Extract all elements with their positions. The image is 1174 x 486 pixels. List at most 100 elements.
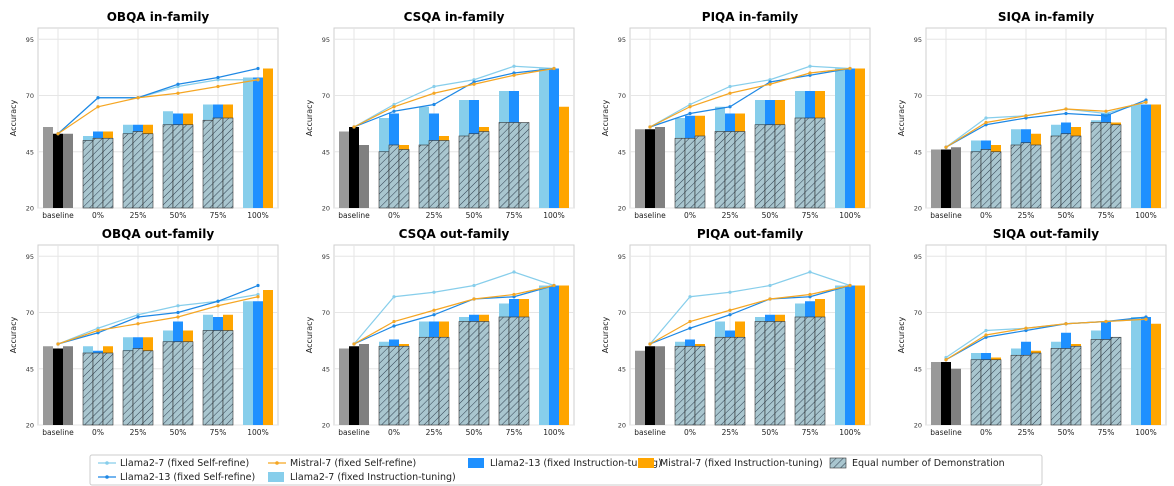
y-tick-label: 20 [26,422,34,430]
point-llama13_sr [768,80,772,84]
legend: Llama2-7 (fixed Self-refine) Llama2-13 (f… [89,454,1043,486]
point-llama7_sr [768,283,772,288]
bar-hatch-mistral_it [1070,345,1082,426]
bar-llama7_it [243,301,253,425]
point-llama7_sr [432,84,436,89]
x-tick-label: 100% [543,211,564,220]
point-mistral_sr [808,292,812,297]
point-mistral_sr [256,78,260,82]
point-llama13_sr [984,335,988,339]
bar-hatch-llama7_it [202,330,214,426]
point-llama7_sr [984,328,988,333]
bar-hatch-mistral_it [990,359,1002,426]
bar-hatch-llama7_it [714,336,726,426]
chart-title: CSQA out-family [399,227,510,241]
x-tick-label: 100% [1135,211,1156,220]
point-llama7_sr [728,290,732,294]
bar-hatch-llama7_it [122,133,134,209]
bar-llama13_it [845,68,855,208]
bar-hatch-llama13_it [764,321,776,426]
bar-hatch-llama13_it [92,352,104,426]
legend-point-swatch [275,461,279,465]
legend-hatch-swatch [829,457,847,469]
bar-hatch-llama13_it [804,316,816,426]
y-tick-label: 20 [26,205,34,213]
bar-baseline [951,147,961,208]
bar-hatch-llama13_it [428,140,440,209]
bar-hatch-mistral_it [222,330,234,426]
x-tick-label: 0% [92,211,104,220]
point-mistral_sr [648,342,652,346]
bar-hatch-llama13_it [468,321,480,426]
y-tick-label: 45 [914,148,922,156]
x-tick-label: baseline [930,211,962,220]
line-mistral_sr [945,318,1147,361]
bar-mistral_it [855,68,865,208]
bar-llama13_it [845,285,855,425]
bar-baseline [63,133,73,208]
bar-mistral_it [1151,104,1161,208]
x-tick-label: 0% [980,428,992,437]
y-axis-label: Accuracy [305,316,314,353]
point-mistral_sr [512,73,516,77]
chart-panel: 20 45 70 95 baseline 0% 25% 50% 75% 100% PIQA out-… [601,227,871,437]
point-mistral_sr [216,84,220,89]
point-mistral_sr [96,105,100,109]
point-llama13_sr [96,96,100,100]
point-llama7_sr [808,270,812,274]
bar-hatch-mistral_it [398,345,410,426]
bar-hatch-llama7_it [458,135,470,209]
point-mistral_sr [352,125,356,129]
point-mistral_sr [432,91,436,95]
point-llama13_sr [512,295,516,299]
bar-hatch-llama13_it [212,117,224,209]
y-tick-label: 95 [914,253,922,261]
x-tick-label: 100% [543,428,564,437]
point-llama13_sr [688,326,692,330]
bar-hatch-mistral_it [1070,135,1082,209]
bar-hatch-llama7_it [122,350,134,426]
point-llama13_sr [216,299,220,303]
bar-llama13_it [1141,317,1151,425]
legend-mistral-sr: Mistral-7 (fixed Self-refine) [268,458,416,469]
bar-hatch-llama13_it [804,117,816,209]
bar-llama7_it [1131,104,1141,208]
chart-title: PIQA in-family [702,10,799,24]
point-mistral_sr [1104,109,1108,113]
y-tick-label: 95 [618,36,626,44]
x-tick-label: 75% [506,428,523,437]
bar-hatch-mistral_it [142,350,154,426]
legend-box [89,454,1043,486]
point-llama13_sr [1144,315,1148,319]
x-tick-label: 75% [210,211,227,220]
point-llama7_sr [808,64,812,68]
line-mistral_sr [649,67,851,128]
y-axis-label: Accuracy [601,99,610,136]
point-llama13_sr [1024,328,1028,333]
bar-llama13_it [253,301,263,425]
x-tick-label: 25% [130,211,147,220]
legend-bar-swatch [468,458,484,468]
legend-llama7-sr: Llama2-7 (fixed Self-refine) [98,458,249,469]
point-mistral_sr [728,91,732,95]
bar-hatch-mistral_it [142,133,154,209]
bar-baseline [63,346,73,425]
y-axis-label: Accuracy [601,316,610,353]
point-mistral_sr [688,319,692,324]
bar-hatch-mistral_it [518,122,530,209]
point-mistral_sr [136,322,140,326]
bar-hatch-llama7_it [674,345,686,426]
bar-baseline [339,348,349,425]
bar-hatch-llama13_it [1060,348,1072,426]
point-llama13_sr [1144,98,1148,102]
bar-baseline [635,350,645,425]
bar-hatch-llama7_it [418,144,430,209]
bar-hatch-llama7_it [970,151,982,209]
bar-hatch-llama13_it [508,122,520,209]
point-llama13_sr [176,310,180,315]
x-tick-label: 75% [1098,211,1115,220]
bar-llama13_it [1141,104,1151,208]
y-tick-label: 20 [322,205,330,213]
line-llama7_sr [353,271,555,345]
bar-llama7_it [835,285,845,425]
